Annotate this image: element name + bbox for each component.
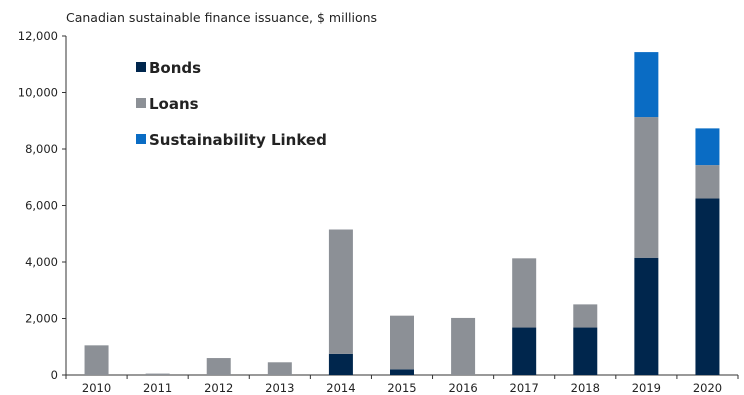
bar-loans-2018 xyxy=(573,304,598,328)
bar-loans-2010 xyxy=(84,345,109,375)
legend-swatch-sustainability-linked xyxy=(136,134,146,144)
x-tick-label: 2014 xyxy=(326,381,355,395)
bar-loans-2015 xyxy=(390,315,414,370)
x-tick-label: 2015 xyxy=(387,381,416,395)
y-tick-label: 4,000 xyxy=(25,255,58,269)
x-tick-label: 2011 xyxy=(143,381,172,395)
legend-swatch-bonds xyxy=(136,62,146,72)
x-tick-label: 2020 xyxy=(693,381,722,395)
bars-group xyxy=(84,52,720,375)
x-axis-ticks: 2010 2011 2012 2013 2014 2015 2016 2017 2018 2019… xyxy=(65,375,739,395)
bar-sustainability-linked-2020 xyxy=(695,128,720,166)
chart-subtitle: Canadian sustainable finance issuance, $… xyxy=(66,10,377,25)
bar-loans-2016 xyxy=(451,317,476,375)
x-tick-label: 2010 xyxy=(82,381,111,395)
bar-bonds-2020 xyxy=(695,198,720,375)
bar-sustainability-linked-2019 xyxy=(634,52,659,118)
x-tick-label: 2013 xyxy=(265,381,294,395)
bar-loans-2012 xyxy=(206,358,231,375)
bar-loans-2011 xyxy=(145,373,170,375)
x-tick-label: 2012 xyxy=(204,381,233,395)
legend-label-sustainability-linked: Sustainability Linked xyxy=(149,131,327,149)
bar-bonds-2017 xyxy=(512,327,537,375)
bar-bonds-2018 xyxy=(573,327,598,375)
y-tick-label: 8,000 xyxy=(25,142,58,156)
bar-bonds-2014 xyxy=(328,353,353,375)
x-tick-label: 2018 xyxy=(571,381,600,395)
x-tick-label: 2019 xyxy=(632,381,661,395)
bar-bonds-2019 xyxy=(634,257,659,375)
legend-label-loans: Loans xyxy=(149,95,199,113)
bar-loans-2020 xyxy=(695,165,720,199)
y-tick-label: 0 xyxy=(51,368,58,382)
legend: Bonds Loans Sustainability Linked xyxy=(136,59,327,149)
y-tick-label: 10,000 xyxy=(18,86,58,100)
bar-loans-2014 xyxy=(328,229,353,354)
bar-loans-2017 xyxy=(512,258,537,328)
bar-loans-2013 xyxy=(267,362,292,375)
y-tick-label: 2,000 xyxy=(25,312,58,326)
x-tick-label: 2016 xyxy=(448,381,477,395)
y-tick-label: 6,000 xyxy=(25,199,58,213)
y-tick-label: 12,000 xyxy=(18,29,58,43)
x-tick-label: 2017 xyxy=(510,381,539,395)
y-axis-ticks: 0 2,000 4,000 6,000 8,000 10,000 12,000 xyxy=(18,29,66,382)
bar-loans-2019 xyxy=(634,117,659,258)
legend-swatch-loans xyxy=(136,98,146,108)
legend-label-bonds: Bonds xyxy=(149,59,201,77)
bar-bonds-2015 xyxy=(390,369,414,375)
